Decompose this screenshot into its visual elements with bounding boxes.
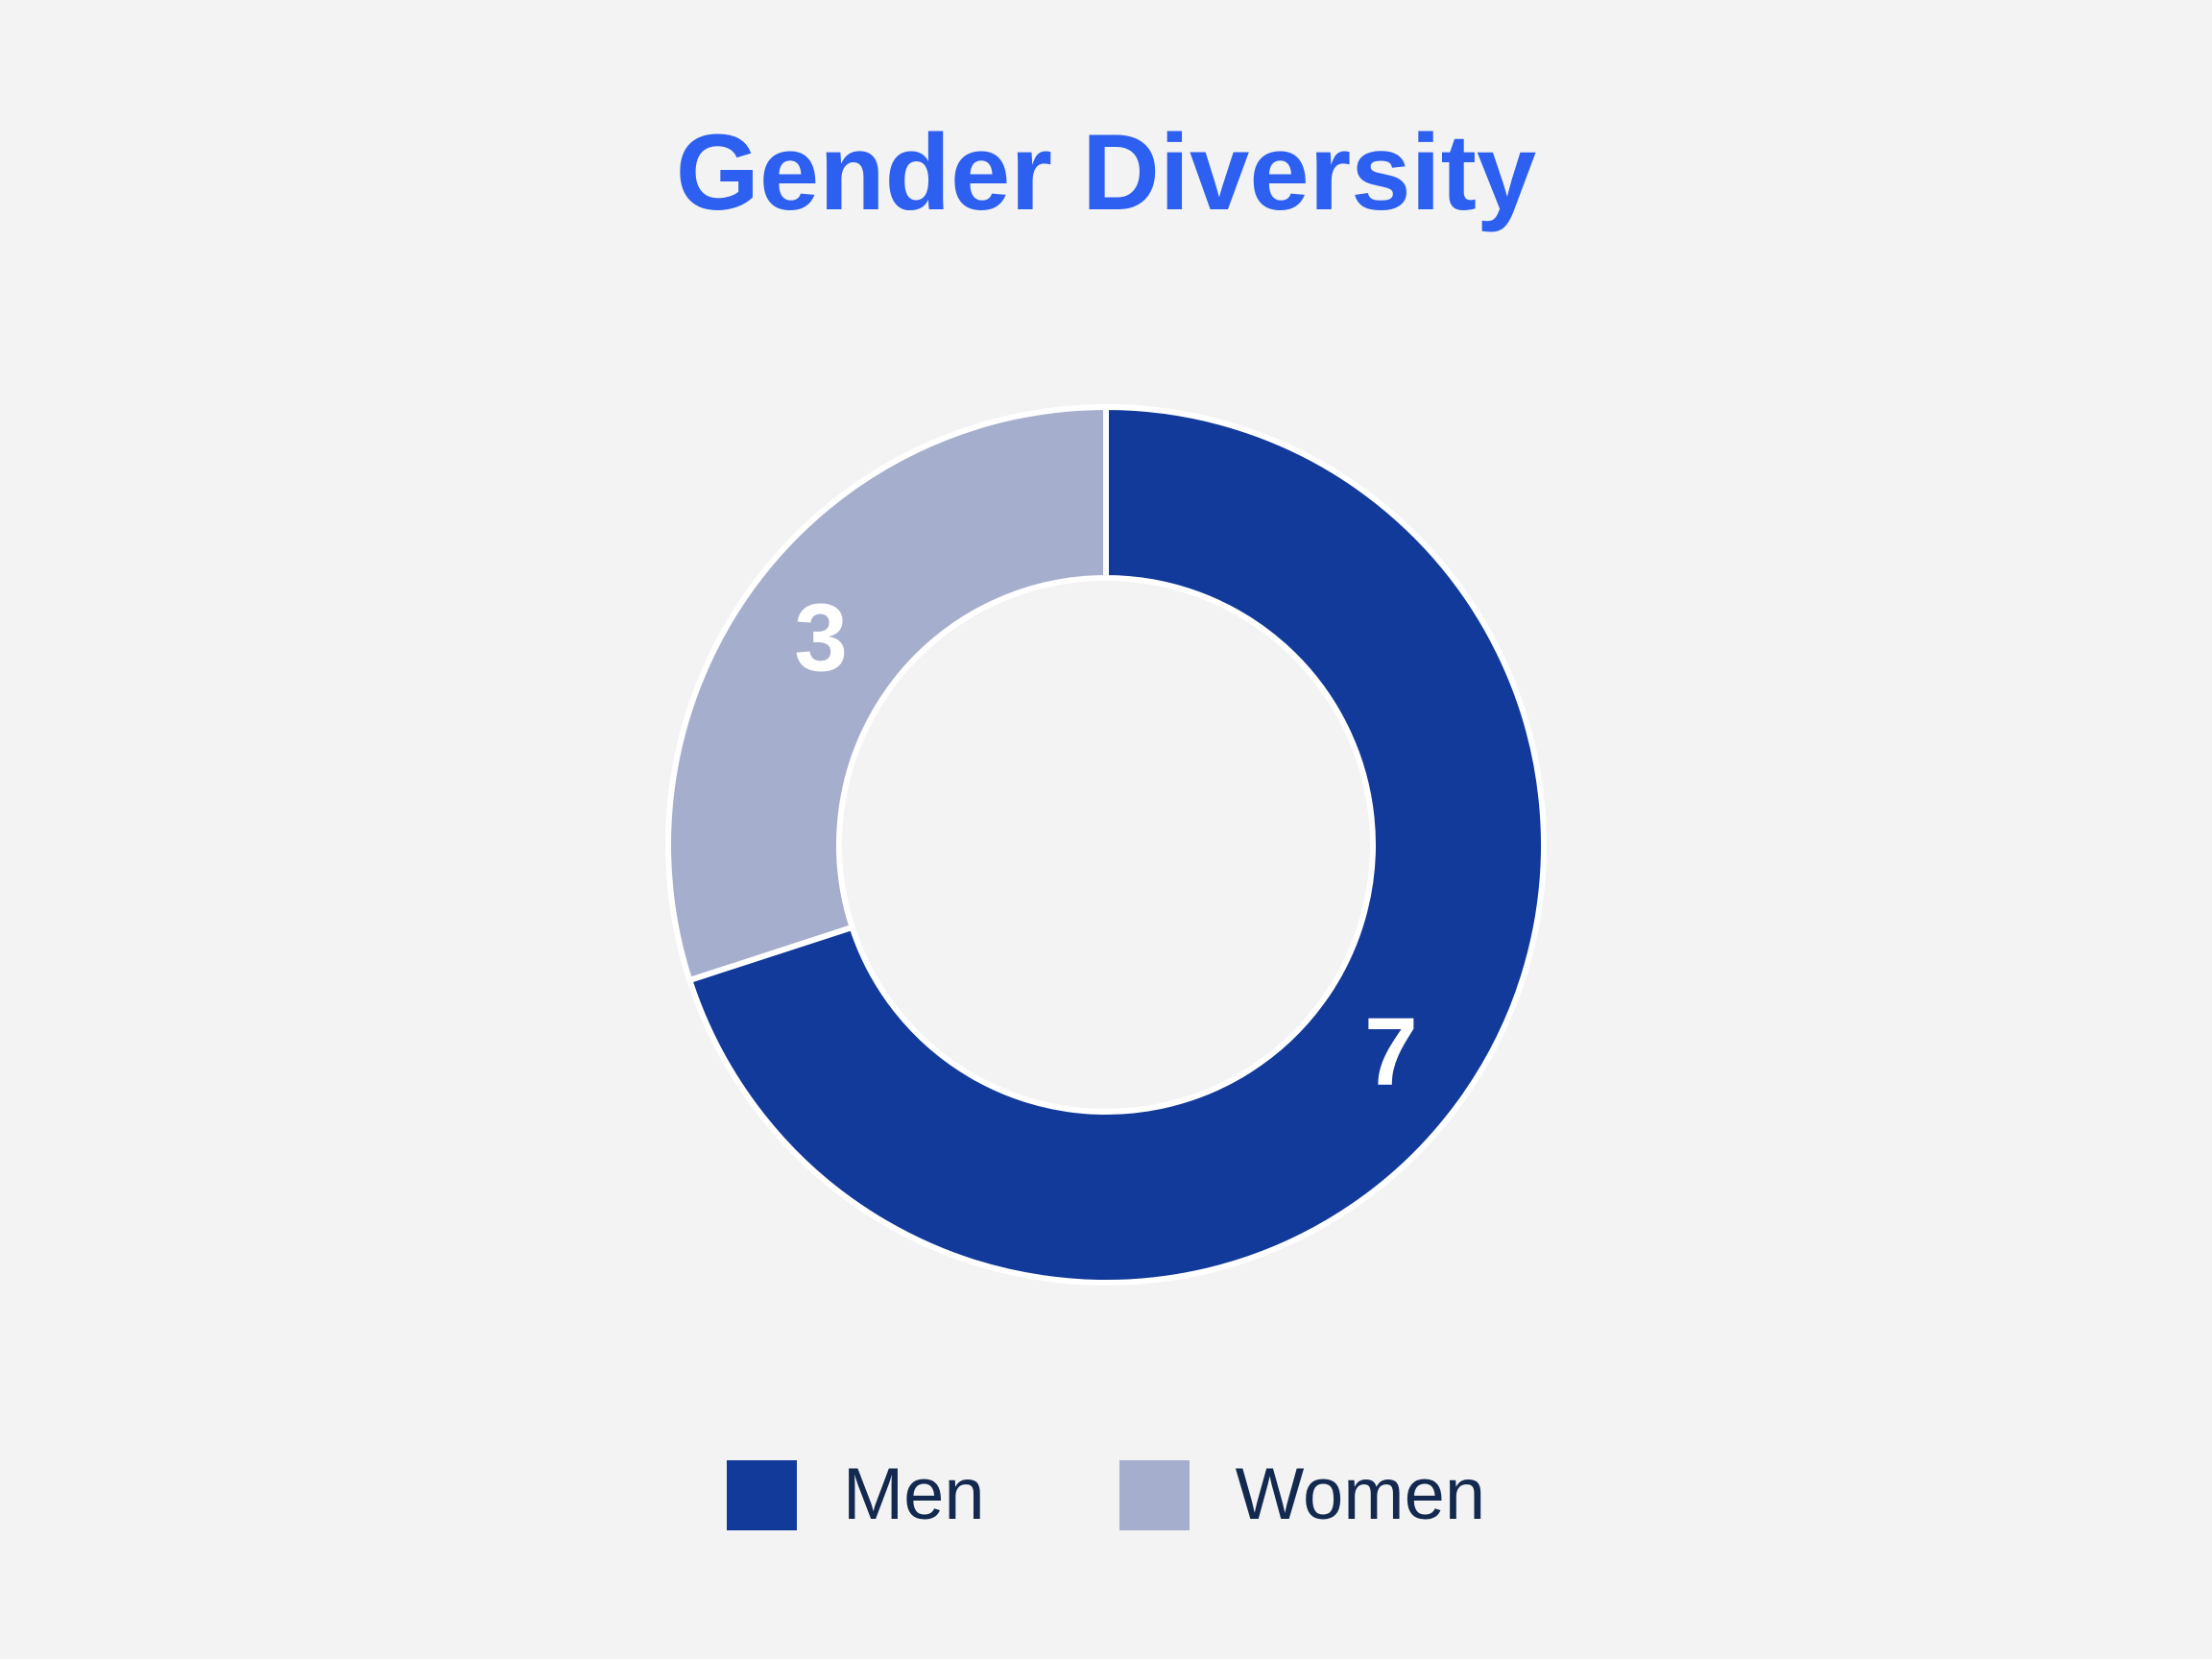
legend-item-men[interactable]: Men xyxy=(726,1454,985,1535)
legend-label-women: Women xyxy=(1235,1454,1486,1535)
chart-legend: Men Women xyxy=(0,1454,2212,1535)
donut-chart: 73 xyxy=(665,403,1547,1286)
legend-swatch-men xyxy=(726,1459,797,1530)
donut-slice-women[interactable] xyxy=(665,403,1109,984)
chart-title: Gender Diversity xyxy=(675,112,1537,232)
legend-item-women[interactable]: Women xyxy=(1118,1454,1486,1535)
slice-value-label-men: 7 xyxy=(1364,998,1418,1106)
donut-slice-men[interactable] xyxy=(685,403,1547,1286)
legend-swatch-women xyxy=(1118,1459,1190,1530)
legend-label-men: Men xyxy=(842,1454,985,1535)
slice-value-label-women: 3 xyxy=(794,584,848,691)
